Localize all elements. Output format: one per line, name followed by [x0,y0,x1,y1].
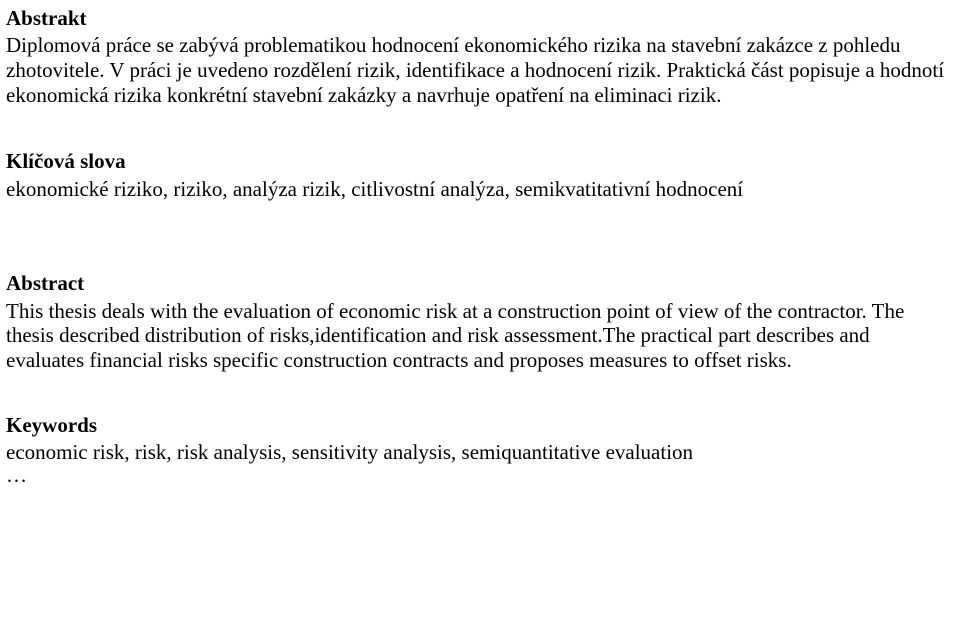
abstract-en-heading: Abstract [6,271,950,296]
keywords-en-body: economic risk, risk, risk analysis, sens… [6,440,950,465]
klicova-block: Klíčová slova ekonomické riziko, riziko,… [6,149,950,201]
trailing-ellipsis: … [6,465,950,486]
klicova-heading: Klíčová slova [6,149,950,174]
abstrakt-heading: Abstrakt [6,6,950,31]
keywords-en-heading: Keywords [6,413,950,438]
abstract-en-block: Abstract This thesis deals with the eval… [6,271,950,372]
document-page: Abstrakt Diplomová práce se zabývá probl… [0,0,960,486]
keywords-en-block: Keywords economic risk, risk, risk analy… [6,413,950,486]
abstrakt-block: Abstrakt Diplomová práce se zabývá probl… [6,6,950,107]
abstract-en-body: This thesis deals with the evaluation of… [6,299,950,373]
klicova-body: ekonomické riziko, riziko, analýza rizik… [6,177,950,202]
abstrakt-body: Diplomová práce se zabývá problematikou … [6,33,950,107]
